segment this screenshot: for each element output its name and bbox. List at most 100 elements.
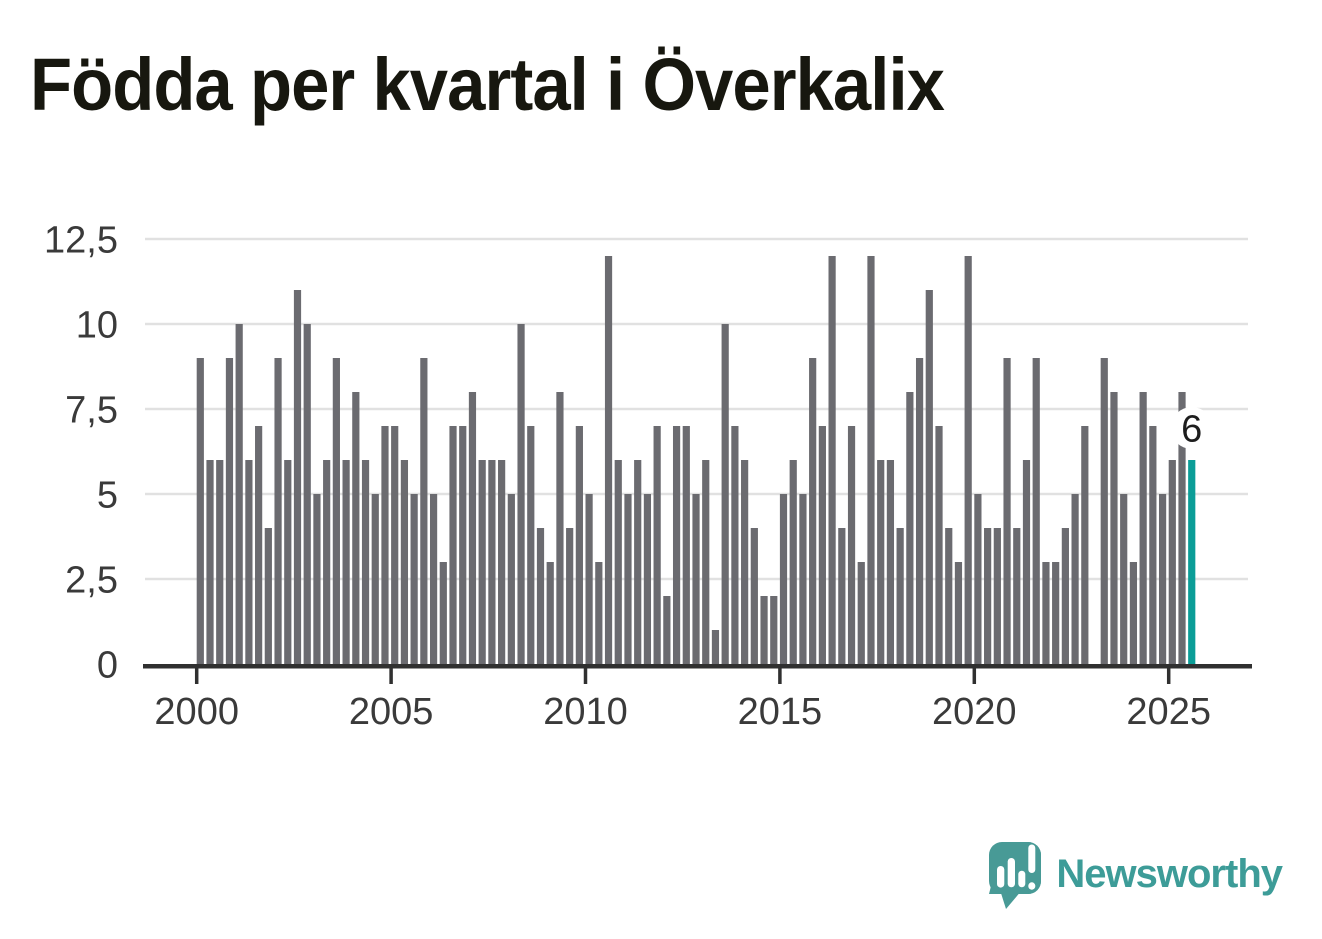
bar-2011-q2: [634, 460, 642, 664]
bar-2001-q2: [245, 460, 253, 664]
bar-2008-q2: [517, 324, 525, 664]
bar-2013-q4: [731, 426, 739, 664]
exclamation-glyph: [1028, 844, 1036, 890]
bar-2013-q3: [721, 324, 729, 664]
bar-2002-q1: [274, 358, 282, 664]
bar-2005-q4: [420, 358, 428, 664]
newsworthy-brand: Newsworthy: [989, 842, 1283, 912]
bar-2007-q4: [498, 460, 506, 664]
chart-title: Födda per kvartal i Överkalix: [30, 43, 945, 126]
bar-2004-q3: [371, 494, 379, 664]
x-tick-label-2015: 2015: [738, 691, 823, 733]
bar-2024-q3: [1149, 426, 1157, 664]
bar-2010-q4: [614, 460, 622, 664]
bar-2007-q2: [478, 460, 486, 664]
bar-2016-q1: [818, 426, 826, 664]
x-tick-label-2025: 2025: [1126, 691, 1211, 733]
bar-2024-q2: [1139, 392, 1147, 664]
bar-2000-q1: [196, 358, 204, 664]
x-tick-label-2000: 2000: [154, 691, 239, 733]
bar-2012-q2: [672, 426, 681, 664]
bar-2003-q1: [313, 494, 321, 664]
bar-2004-q1: [352, 392, 360, 664]
bar-2000-q2: [206, 460, 214, 664]
bar-2000-q3: [216, 460, 224, 664]
bar-2015-q1: [779, 494, 788, 664]
bar-2015-q3: [799, 494, 807, 664]
bar-2010-q1: [585, 494, 593, 664]
bar-2006-q1: [429, 494, 438, 664]
bar-2010-q2: [595, 562, 603, 664]
bar-2018-q2: [906, 392, 914, 664]
bar-2009-q2: [556, 392, 564, 664]
y-tick-label-2,5: 2,5: [65, 559, 118, 601]
bar-2020-q1: [974, 494, 982, 664]
x-axis-line: [143, 664, 1252, 669]
bar-2015-q2: [789, 460, 797, 664]
bar-2010-q3: [604, 256, 613, 664]
x-tick-label-2010: 2010: [543, 691, 628, 733]
x-tick-2015: [778, 668, 782, 684]
bar-2012-q3: [682, 426, 690, 664]
x-axis-ticks-and-labels: 2000 2005 2010 2015 2020 2025: [154, 668, 1211, 733]
bar-2008-q1: [507, 494, 515, 664]
bar-2020-q2: [984, 528, 992, 664]
bar-2005-q3: [410, 494, 418, 664]
x-tick-2005: [389, 668, 393, 684]
bar-2016-q4: [847, 426, 856, 664]
bar-2004-q2: [361, 460, 370, 664]
bar-2025-q3: [1188, 460, 1196, 664]
bar-2022-q3: [1071, 494, 1079, 664]
newsworthy-logo-icon: [989, 842, 1042, 909]
bar-2019-q3: [954, 562, 963, 664]
bar-2020-q4: [1003, 358, 1011, 664]
bar-2025-q1: [1168, 460, 1176, 664]
bar-2006-q4: [459, 426, 467, 664]
y-tick-label-7,5: 7,5: [65, 389, 118, 431]
bar-2017-q1: [857, 562, 865, 664]
x-tick-2010: [583, 668, 588, 684]
x-tick-label-2020: 2020: [932, 691, 1017, 733]
bar-2006-q2: [439, 562, 447, 664]
y-tick-label-12,5: 12,5: [44, 219, 118, 261]
bar-2013-q1: [702, 460, 710, 664]
bar-2023-q3: [1110, 392, 1118, 664]
bar-2009-q4: [575, 426, 583, 664]
bar-2022-q4: [1081, 426, 1089, 664]
bars: [196, 256, 1196, 664]
x-tick-label-2005: 2005: [349, 691, 434, 733]
bar-2005-q1: [391, 426, 399, 664]
bar-2023-q2: [1100, 358, 1108, 664]
bar-2009-q1: [546, 562, 554, 664]
bar-2013-q2: [711, 630, 720, 664]
bar-2008-q3: [527, 426, 535, 664]
bar-2020-q3: [993, 528, 1001, 664]
bar-2021-q1: [1013, 528, 1021, 664]
bar-2022-q1: [1052, 562, 1060, 664]
bar-2024-q4: [1158, 494, 1167, 664]
bar-2014-q3: [760, 596, 768, 664]
bar-2003-q4: [342, 460, 350, 664]
bar-2022-q2: [1061, 528, 1069, 664]
bar-2018-q1: [896, 528, 904, 664]
bar-2016-q3: [838, 528, 846, 664]
bar-2000-q4: [225, 358, 234, 664]
bar-2002-q2: [284, 460, 292, 664]
bar-2017-q2: [867, 256, 875, 664]
bar-2001-q1: [235, 324, 243, 664]
bar-2019-q4: [964, 256, 972, 664]
bar-2021-q3: [1032, 358, 1040, 664]
bar-2002-q3: [293, 290, 302, 664]
mini-bar-chart-glyph: [997, 858, 1026, 888]
bar-2023-q4: [1120, 494, 1128, 664]
bar-2015-q4: [809, 358, 817, 664]
bar-2018-q4: [925, 290, 933, 664]
bar-2021-q2: [1022, 460, 1031, 664]
bar-2012-q1: [663, 596, 671, 664]
bar-2018-q3: [915, 358, 924, 664]
bar-2011-q4: [653, 426, 661, 664]
bar-2003-q2: [323, 460, 331, 664]
bar-2021-q4: [1042, 562, 1050, 664]
